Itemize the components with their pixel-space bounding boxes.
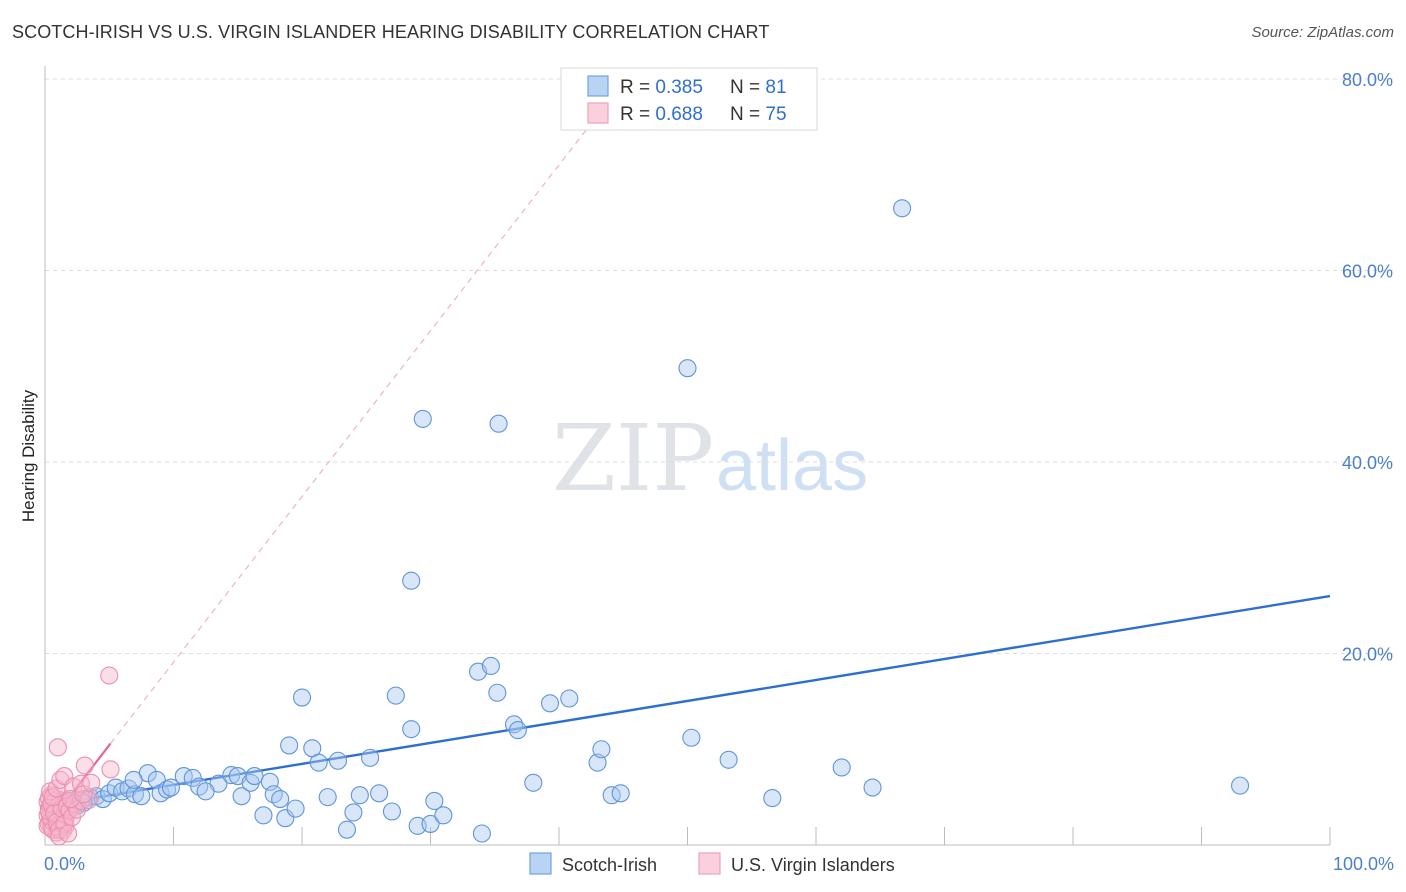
watermark-atlas: atlas <box>716 426 868 506</box>
legend-r-label-2: R = <box>620 104 655 125</box>
scotch-irish-point-56 <box>508 721 527 740</box>
legend-n-label-2: N = <box>730 104 765 125</box>
scotch-irish-point-63 <box>611 784 630 803</box>
scotch-irish-point-38 <box>318 788 337 807</box>
scotch-irish-point-58 <box>540 694 560 713</box>
scotch-irish-point-61 <box>592 740 611 759</box>
virgin-islanders-point-71 <box>59 824 78 843</box>
legend-r-label-1: R = <box>620 77 655 98</box>
series-us-virgin-islanders <box>38 666 120 846</box>
source-label: Source: ZipAtlas.com <box>1251 24 1394 41</box>
scotch-irish-point-50 <box>425 791 444 811</box>
series-scotch-irish <box>46 199 1250 843</box>
scotch-irish-point-42 <box>350 786 369 805</box>
legend-n-value-1: 81 <box>765 77 786 98</box>
scotch-irish-point-44 <box>370 784 389 803</box>
y-tick-label-3: 80.0% <box>1342 70 1393 90</box>
legend-swatch-pink <box>587 102 609 124</box>
legend-row-1: R = 0.385 N = 81 <box>620 77 787 98</box>
scotch-irish-point-53 <box>481 656 500 675</box>
virgin-islanders-point-59 <box>43 788 62 807</box>
scotch-irish-point-23 <box>222 766 241 785</box>
bottom-legend-swatch-blue <box>529 852 552 875</box>
trend-line-virgin-islanders-extended <box>110 126 590 744</box>
scotch-irish-point-66 <box>763 789 782 808</box>
scotch-irish-point-43 <box>361 748 380 767</box>
scotch-irish-point-80 <box>472 824 491 843</box>
scotch-irish-point-25 <box>232 787 251 806</box>
virgin-islanders-point-65 <box>75 756 94 775</box>
legend-r-value-1: 0.385 <box>655 77 703 98</box>
scotch-irish-point-33 <box>280 736 299 755</box>
scotch-irish-point-69 <box>1231 776 1250 795</box>
scotch-irish-point-57 <box>524 773 543 792</box>
scotch-irish-point-14 <box>132 787 151 806</box>
scotch-irish-point-75 <box>196 782 215 801</box>
trend-line-scotch-irish <box>51 594 1331 806</box>
bottom-legend-swatch-pink <box>698 852 721 875</box>
scotch-irish-point-76 <box>124 770 143 789</box>
virgin-islanders-point-67 <box>48 738 67 757</box>
virgin-islanders-point-49 <box>50 820 69 839</box>
y-tick-label-2: 60.0% <box>1342 262 1393 282</box>
legend: R = 0.385 N = 81 R = 0.688 N = 75 <box>560 67 818 131</box>
scotch-irish-point-59 <box>560 689 579 708</box>
scotch-irish-point-46 <box>386 686 405 705</box>
grid <box>45 78 1393 654</box>
bottom-legend-label-pink: U.S. Virgin Islanders <box>731 855 895 875</box>
scotch-irish-point-34 <box>286 799 305 818</box>
watermark-zip: ZIP <box>552 405 714 512</box>
y-tick-label-1: 40.0% <box>1342 453 1393 473</box>
scotch-irish-point-73 <box>678 359 697 378</box>
scotch-irish-point-27 <box>245 767 264 786</box>
x-ticks <box>173 827 1331 845</box>
legend-r-value-2: 0.688 <box>655 104 703 125</box>
scotch-irish-point-64 <box>682 728 701 747</box>
scotch-irish-point-49 <box>421 814 440 833</box>
legend-n-value-2: 75 <box>765 104 786 125</box>
scotch-irish-point-13 <box>125 785 144 804</box>
scotch-irish-point-39 <box>328 751 348 770</box>
virgin-islanders-point-74 <box>82 773 101 792</box>
legend-row-2: R = 0.688 N = 75 <box>620 104 787 125</box>
scotch-irish-point-72 <box>489 414 508 433</box>
scotch-irish-point-35 <box>292 688 312 707</box>
chart-title: SCOTCH-IRISH VS U.S. VIRGIN ISLANDER HEA… <box>12 22 770 42</box>
scotch-irish-point-65 <box>719 750 738 769</box>
scotch-irish-point-79 <box>161 778 180 797</box>
scotch-irish-point-70 <box>402 571 421 590</box>
scotch-irish-point-41 <box>344 803 363 822</box>
scotch-irish-point-40 <box>337 820 357 839</box>
scotch-irish-point-28 <box>254 806 273 825</box>
bottom-legend: Scotch-Irish U.S. Virgin Islanders <box>529 852 895 875</box>
scotch-irish-point-37 <box>309 753 328 772</box>
scotch-irish-point-31 <box>271 789 290 809</box>
y-axis-label: Hearing Disability <box>19 389 38 522</box>
y-tick-label-0: 20.0% <box>1342 645 1393 665</box>
virgin-islanders-point-62 <box>55 767 74 786</box>
watermark: ZIP atlas <box>552 405 868 512</box>
virgin-islanders-point-69 <box>100 666 119 685</box>
legend-n-label-1: N = <box>730 77 765 98</box>
scotch-irish-point-62 <box>602 786 621 805</box>
x-tick-label-max: 100.0% <box>1333 854 1394 874</box>
bottom-legend-label-blue: Scotch-Irish <box>562 855 657 875</box>
y-tick-labels: 20.0% 40.0% 60.0% 80.0% <box>1342 70 1393 665</box>
scotch-irish-point-45 <box>382 802 402 821</box>
scotch-irish-point-67 <box>832 758 851 777</box>
virgin-islanders-point-66 <box>79 790 98 810</box>
scotch-irish-point-74 <box>893 199 912 218</box>
scotch-irish-point-19 <box>174 767 193 786</box>
virgin-islanders-point-68 <box>101 760 120 779</box>
scotch-irish-point-68 <box>863 778 882 797</box>
x-tick-label-min: 0.0% <box>44 854 85 874</box>
scotch-irish-point-54 <box>488 683 507 702</box>
scotch-irish-point-51 <box>434 806 453 825</box>
scotch-irish-point-71 <box>413 409 432 428</box>
scotch-irish-point-47 <box>402 720 421 739</box>
scotch-irish-point-60 <box>588 753 607 772</box>
legend-swatch-blue <box>587 75 609 97</box>
